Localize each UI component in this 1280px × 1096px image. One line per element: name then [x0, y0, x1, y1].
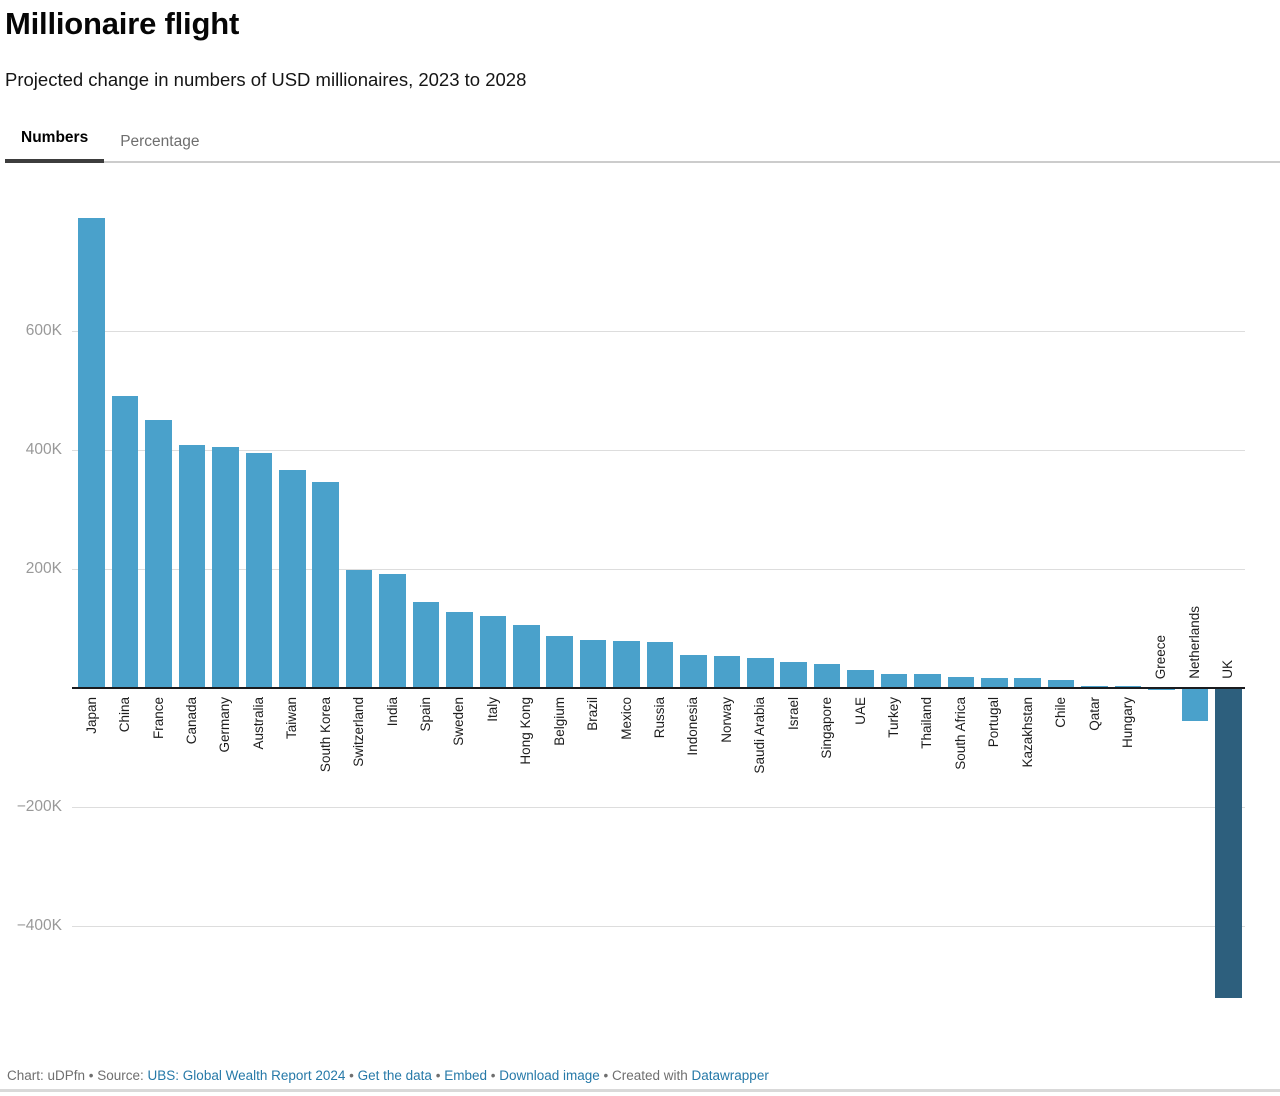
bar-turkey	[880, 673, 908, 688]
chart-footer: Chart: uDPfn • Source: UBS: Global Wealt…	[7, 1068, 1270, 1083]
category-label-indonesia: Indonesia	[685, 697, 701, 756]
footer-created-with-text: • Created with	[599, 1068, 692, 1083]
bar-russia	[646, 641, 674, 688]
y-axis-tick-label: 400K	[25, 441, 62, 458]
category-label-singapore: Singapore	[819, 697, 835, 759]
bar-chart-plot-area: 600K 400K 200K −200K −400K Japan China France Ca…	[0, 170, 1280, 1050]
category-label-south-korea: South Korea	[317, 697, 333, 773]
category-label-netherlands: Netherlands	[1186, 606, 1202, 679]
category-label-kazakhstan: Kazakhstan	[1019, 697, 1035, 768]
bar-spain	[412, 601, 440, 688]
bar-israel	[780, 661, 807, 688]
category-label-greece: Greece	[1153, 635, 1169, 680]
category-label-turkey: Turkey	[886, 697, 901, 738]
bar-japan	[78, 217, 105, 688]
category-label-taiwan: Taiwan	[284, 697, 300, 740]
category-label-portugal: Portugal	[986, 697, 1002, 748]
category-label-india: India	[384, 697, 400, 727]
bar-switzerland	[345, 569, 373, 688]
category-label-hungary: Hungary	[1120, 697, 1135, 749]
category-label-china: China	[117, 697, 133, 733]
tab-percentage[interactable]: Percentage	[120, 133, 200, 150]
category-label-qatar: Qatar	[1086, 697, 1102, 731]
bar-australia	[245, 452, 273, 688]
bar-india	[379, 574, 406, 688]
footer-separator: •	[486, 1068, 500, 1083]
category-label-spain: Spain	[418, 697, 433, 732]
category-label-switzerland: Switzerland	[351, 697, 367, 767]
category-label-hong-kong: Hong Kong	[518, 697, 534, 765]
category-label-australia: Australia	[250, 697, 266, 750]
category-label-uae: UAE	[852, 697, 868, 725]
bar-south-africa	[947, 677, 975, 688]
bar-china	[111, 396, 139, 688]
category-label-chile: Chile	[1053, 697, 1069, 728]
footer-chart-id-text: Chart: uDPfn • Source:	[7, 1068, 148, 1083]
footer-separator: •	[345, 1068, 358, 1083]
bar-uae	[847, 670, 874, 688]
category-label-israel: Israel	[785, 697, 801, 731]
gridline-minus-400K	[72, 926, 1245, 927]
bar-brazil	[579, 639, 607, 688]
category-label-uk: UK	[1220, 660, 1236, 679]
bar-norway	[713, 656, 741, 688]
footer-separator: •	[431, 1068, 445, 1083]
gridline-minus-200K	[72, 807, 1245, 808]
category-label-brazil: Brazil	[585, 697, 601, 731]
page-title: Millionaire flight	[5, 6, 240, 41]
bar-qatar	[1081, 685, 1108, 688]
bar-thailand	[914, 674, 941, 688]
category-label-belgium: Belgium	[551, 697, 567, 746]
bar-singapore	[813, 664, 841, 688]
bar-kazakhstan	[1014, 678, 1041, 688]
bar-chile	[1047, 680, 1075, 688]
bar-france	[145, 420, 172, 688]
gridline-200K	[72, 569, 1245, 570]
category-label-sweden: Sweden	[451, 697, 467, 746]
x-axis-line	[72, 687, 1245, 689]
bar-sweden	[446, 612, 473, 688]
bar-uk	[1215, 689, 1242, 998]
tab-numbers[interactable]: Numbers	[5, 121, 105, 163]
category-label-canada: Canada	[184, 697, 199, 745]
category-label-russia: Russia	[652, 697, 667, 739]
embed-bottom-border	[0, 1089, 1280, 1092]
y-axis-tick-label: 600K	[25, 322, 62, 339]
bar-taiwan	[279, 470, 306, 688]
bar-netherlands	[1181, 689, 1209, 722]
download-image-link[interactable]: Download image	[499, 1068, 600, 1083]
y-axis-tick-label: −400K	[16, 917, 62, 934]
bar-indonesia	[680, 655, 707, 688]
gridline-400K	[72, 450, 1245, 451]
bar-portugal	[981, 677, 1008, 688]
bar-germany	[212, 447, 239, 688]
bar-south-korea	[312, 482, 339, 688]
bar-italy	[479, 616, 507, 688]
source-link[interactable]: UBS: Global Wealth Report 2024	[147, 1068, 346, 1083]
bar-hong-kong	[513, 624, 540, 688]
category-label-south-africa: South Africa	[952, 697, 968, 770]
category-label-germany: Germany	[217, 697, 233, 753]
y-axis-tick-label: −200K	[16, 798, 62, 815]
chart-subtitle: Projected change in numbers of USD milli…	[5, 69, 527, 90]
category-label-thailand: Thailand	[919, 697, 935, 749]
bar-saudi-arabia	[747, 657, 774, 688]
category-label-norway: Norway	[718, 697, 734, 743]
bar-greece	[1148, 689, 1175, 691]
category-label-italy: Italy	[484, 697, 500, 722]
category-label-japan: Japan	[83, 697, 99, 734]
y-axis-tick-label: 200K	[25, 560, 62, 577]
gridline-600K	[72, 331, 1245, 332]
view-switcher-tabs: Numbers Percentage	[5, 118, 1280, 163]
bar-canada	[178, 445, 206, 688]
embed-link[interactable]: Embed	[444, 1068, 487, 1083]
bar-mexico	[613, 640, 640, 688]
datawrapper-link[interactable]: Datawrapper	[691, 1068, 769, 1083]
get-data-link[interactable]: Get the data	[357, 1068, 432, 1083]
category-label-saudi-arabia: Saudi Arabia	[752, 697, 768, 774]
category-label-mexico: Mexico	[618, 697, 634, 740]
bar-belgium	[546, 635, 573, 688]
category-label-france: France	[150, 697, 166, 740]
